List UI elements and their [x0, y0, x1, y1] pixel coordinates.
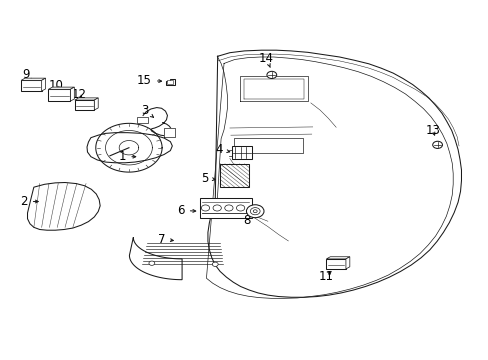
Circle shape: [253, 210, 257, 213]
Polygon shape: [75, 98, 98, 100]
Text: 14: 14: [259, 51, 273, 67]
Circle shape: [149, 261, 155, 265]
Polygon shape: [21, 78, 45, 80]
Polygon shape: [232, 146, 251, 159]
Polygon shape: [94, 98, 98, 110]
Polygon shape: [220, 164, 249, 187]
Polygon shape: [75, 100, 94, 110]
Bar: [251, 205, 256, 212]
Circle shape: [201, 205, 209, 211]
Circle shape: [246, 205, 264, 218]
Text: 13: 13: [425, 124, 439, 137]
Circle shape: [432, 141, 442, 148]
Text: 9: 9: [22, 68, 33, 82]
Text: 12: 12: [71, 88, 86, 101]
Circle shape: [224, 205, 233, 211]
Bar: [166, 80, 172, 84]
Text: 6: 6: [177, 204, 195, 217]
Text: 7: 7: [158, 233, 173, 246]
Text: 10: 10: [48, 79, 63, 92]
Text: 1: 1: [119, 150, 136, 163]
Polygon shape: [48, 89, 70, 101]
Polygon shape: [165, 78, 175, 85]
Polygon shape: [48, 87, 74, 89]
Circle shape: [213, 205, 221, 211]
Polygon shape: [163, 128, 175, 137]
Polygon shape: [129, 237, 182, 280]
Text: 11: 11: [318, 270, 333, 283]
Text: 8: 8: [243, 214, 253, 227]
Bar: [137, 117, 148, 123]
Circle shape: [250, 208, 260, 215]
Polygon shape: [345, 257, 349, 269]
Polygon shape: [326, 257, 349, 259]
Circle shape: [212, 262, 218, 266]
Polygon shape: [41, 78, 45, 91]
Text: 15: 15: [137, 74, 161, 87]
Text: 2: 2: [20, 195, 38, 208]
Polygon shape: [21, 80, 41, 91]
Text: 3: 3: [141, 104, 153, 117]
Text: 5: 5: [201, 172, 215, 185]
Circle shape: [236, 205, 244, 211]
Polygon shape: [199, 198, 251, 218]
Polygon shape: [326, 259, 345, 269]
Circle shape: [266, 71, 276, 78]
Polygon shape: [27, 183, 100, 230]
Text: 4: 4: [215, 143, 229, 156]
Polygon shape: [70, 87, 74, 101]
Polygon shape: [87, 133, 172, 163]
